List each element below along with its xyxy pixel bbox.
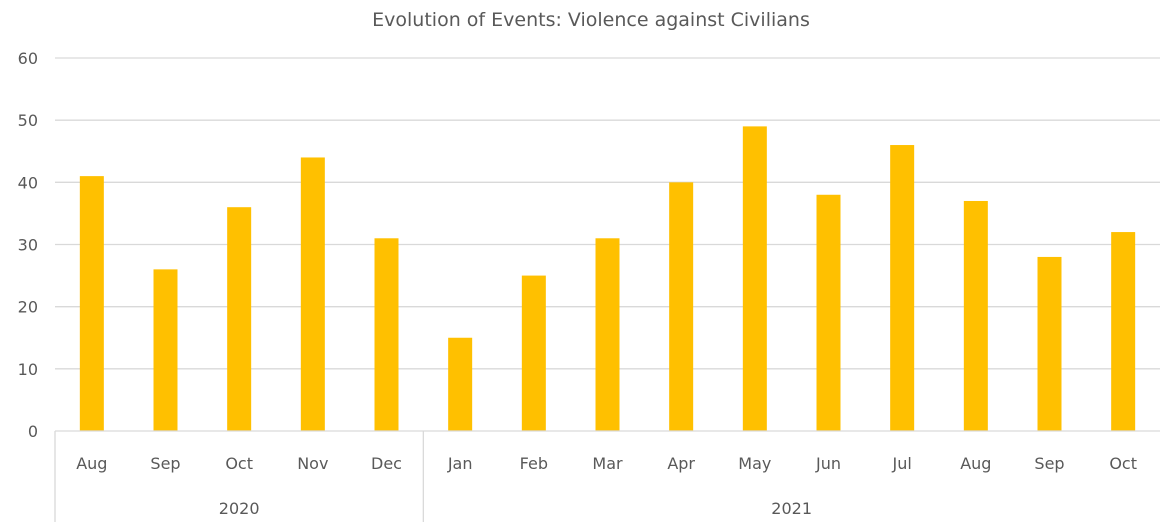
chart-title: Evolution of Events: Violence against Ci… xyxy=(372,9,810,31)
bar xyxy=(374,238,399,431)
bars xyxy=(79,126,1136,432)
y-tick-label: 50 xyxy=(18,111,38,130)
x-tick-label: Jan xyxy=(447,454,473,473)
x-group-label: 2021 xyxy=(771,499,812,518)
x-axis xyxy=(54,430,1160,522)
x-tick-label: Oct xyxy=(1109,454,1137,473)
x-tick-label: Sep xyxy=(150,454,180,473)
x-tick-label: Aug xyxy=(960,454,991,473)
x-axis-group-labels: 2020 2021 xyxy=(219,499,812,518)
bar xyxy=(448,337,473,431)
y-axis-ticks: 0 10 20 30 40 50 60 xyxy=(18,49,38,441)
y-tick-label: 30 xyxy=(18,236,38,255)
x-tick-label: Oct xyxy=(225,454,253,473)
bar xyxy=(1037,256,1062,431)
bar xyxy=(153,269,178,431)
bar xyxy=(300,157,325,431)
bar xyxy=(227,207,252,431)
bar xyxy=(595,238,620,431)
y-tick-label: 60 xyxy=(18,49,38,68)
bar xyxy=(79,176,104,431)
x-tick-label: Feb xyxy=(520,454,548,473)
y-tick-label: 40 xyxy=(18,173,38,192)
bar xyxy=(521,275,546,431)
x-axis-category-labels: Aug Sep Oct Nov Dec Jan Feb Mar Apr May Jun Jul Aug S… xyxy=(76,454,1137,473)
bar xyxy=(742,126,767,431)
x-tick-label: Jul xyxy=(892,454,912,473)
bar xyxy=(816,194,841,431)
x-tick-label: Apr xyxy=(667,454,695,473)
x-tick-label: May xyxy=(738,454,771,473)
x-group-label: 2020 xyxy=(219,499,260,518)
y-tick-label: 20 xyxy=(18,298,38,317)
x-tick-label: Aug xyxy=(76,454,107,473)
bar xyxy=(963,200,988,431)
bar xyxy=(1111,232,1136,431)
y-tick-label: 0 xyxy=(28,422,38,441)
bar xyxy=(669,182,694,431)
x-tick-label: Nov xyxy=(297,454,328,473)
y-tick-label: 10 xyxy=(18,360,38,379)
bar xyxy=(890,145,915,432)
x-tick-label: Dec xyxy=(371,454,402,473)
x-tick-label: Jun xyxy=(815,454,841,473)
x-tick-label: Mar xyxy=(592,454,623,473)
x-tick-label: Sep xyxy=(1034,454,1064,473)
